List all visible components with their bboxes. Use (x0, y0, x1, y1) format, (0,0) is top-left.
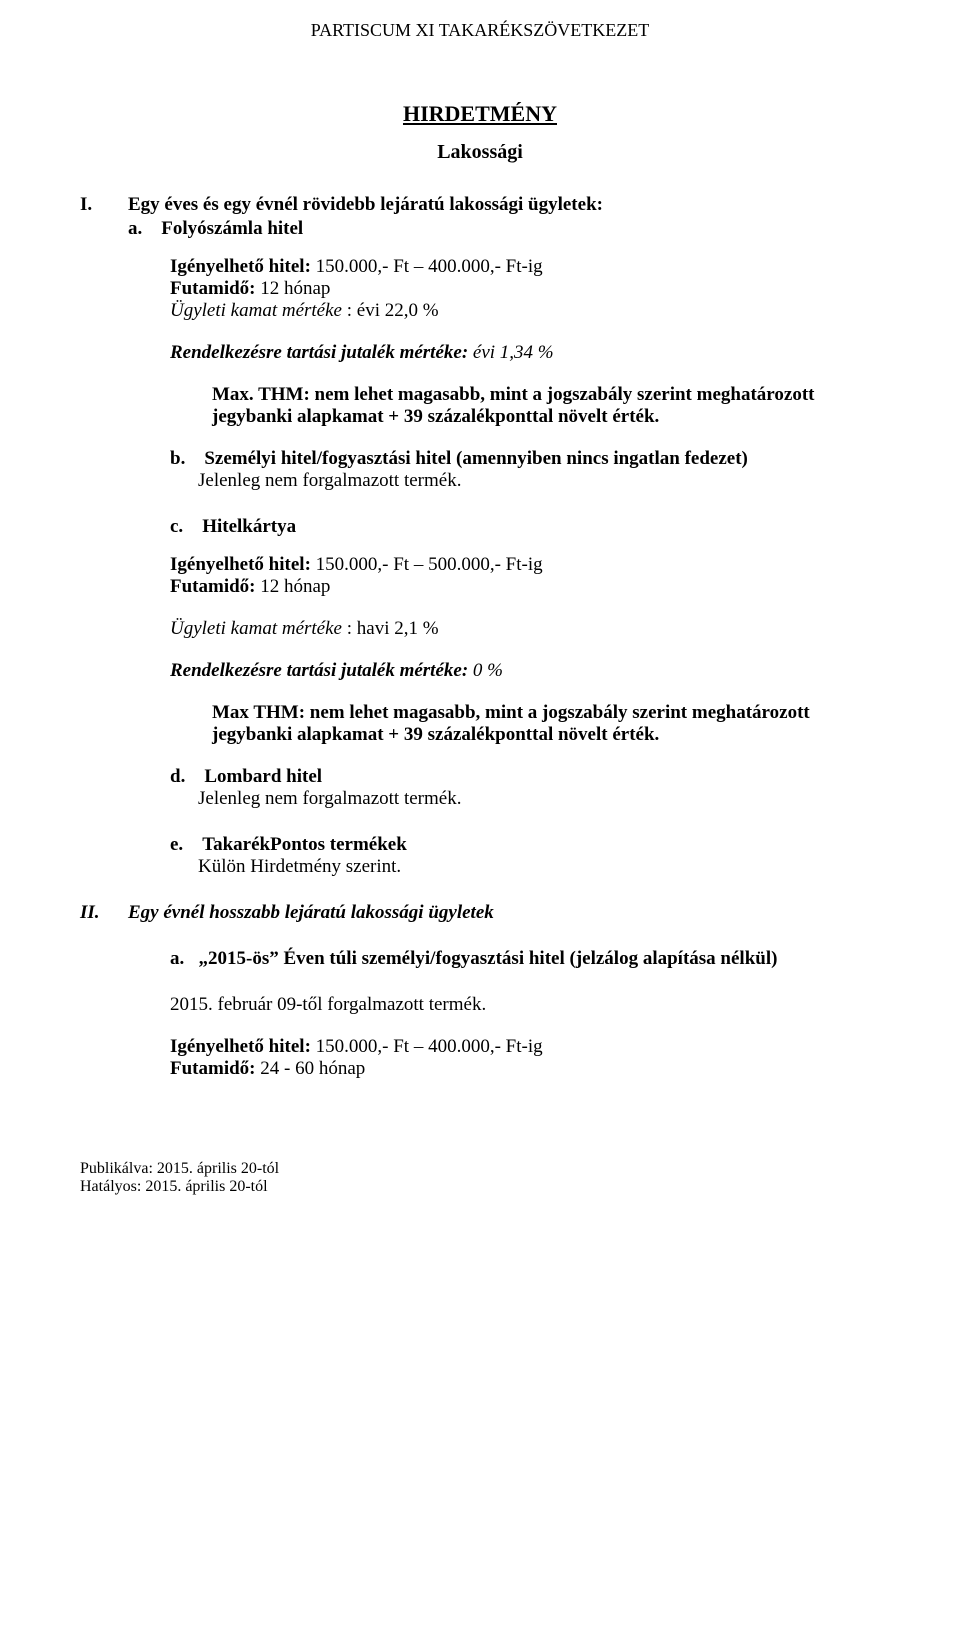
section-1d-note: Jelenleg nem forgalmazott termék. (198, 788, 461, 810)
section-1e-letter: e. (170, 834, 183, 855)
kamat-value: : évi 22,0 % (347, 300, 439, 321)
section-1c-kamat: Ügyleti kamat mértéke : havi 2,1 % (170, 618, 880, 640)
section-1b-row: b. Személyi hitel/fogyasztási hitel (ame… (80, 448, 880, 492)
footer: Publikálva: 2015. április 20-tól Hatályo… (80, 1160, 880, 1196)
section-1a-letter: a. (128, 218, 142, 239)
section-2a-row: a. „2015-ös” Éven túli személyi/fogyaszt… (80, 948, 880, 970)
section-1a-heading: a. Folyószámla hitel (128, 218, 303, 240)
futamido-label: Futamidő: (170, 1058, 260, 1079)
hitel-value: 150.000,- Ft – 400.000,- Ft-ig (316, 256, 543, 277)
section-1c-jutalek: Rendelkezésre tartási jutalék mértéke: 0… (170, 660, 880, 682)
section-1e-title: TakarékPontos termékek (202, 834, 407, 855)
section-1d-letter: d. (170, 766, 185, 787)
hitel-label: Igényelhető hitel: (170, 554, 316, 575)
section-1a-jutalek: Rendelkezésre tartási jutalék mértéke: é… (170, 342, 880, 364)
section-2-number: II. (80, 902, 128, 924)
section-2a-params: Igényelhető hitel: 150.000,- Ft – 400.00… (170, 1036, 880, 1080)
futamido-value: 24 - 60 hónap (260, 1058, 365, 1079)
section-1b-letter: b. (170, 448, 185, 469)
kamat-label: Ügyleti kamat mértéke (170, 300, 342, 321)
section-1-heading-row: I. Egy éves és egy évnél rövidebb lejára… (80, 194, 880, 216)
section-1c-heading: c. Hitelkártya (170, 516, 296, 538)
hitel-value: 150.000,- Ft – 500.000,- Ft-ig (316, 554, 543, 575)
section-1a-thm: Max. THM: nem lehet magasabb, mint a jog… (212, 384, 880, 428)
section-1a-params: Igényelhető hitel: 150.000,- Ft – 400.00… (170, 256, 880, 322)
section-1a-row: a. Folyószámla hitel (80, 218, 880, 240)
hitel-value: 150.000,- Ft – 400.000,- Ft-ig (316, 1036, 543, 1057)
section-1b-note: Jelenleg nem forgalmazott termék. (198, 470, 748, 492)
section-1b-title: Személyi hitel/fogyasztási hitel (amenny… (204, 448, 748, 469)
section-1d-block: d. Lombard hitel Jelenleg nem forgalmazo… (170, 766, 461, 810)
kamat-label: Ügyleti kamat mértéke (170, 618, 342, 639)
footer-published: Publikálva: 2015. április 20-tól (80, 1160, 880, 1178)
futamido-value: 12 hónap (260, 278, 330, 299)
section-1e-block: e. TakarékPontos termékek Külön Hirdetmé… (170, 834, 407, 878)
section-1e-row: e. TakarékPontos termékek Külön Hirdetmé… (80, 834, 880, 878)
futamido-label: Futamidő: (170, 576, 260, 597)
footer-effective: Hatályos: 2015. április 20-tól (80, 1178, 880, 1196)
futamido-value: 12 hónap (260, 576, 330, 597)
jutalek-label: Rendelkezésre tartási jutalék mértéke: (170, 660, 468, 681)
kamat-value: : havi 2,1 % (347, 618, 439, 639)
org-header: PARTISCUM XI TAKARÉKSZÖVETKEZET (80, 20, 880, 41)
doc-title: HIRDETMÉNY (80, 101, 880, 127)
section-2a-title: „2015-ös” Éven túli személyi/fogyasztási… (199, 948, 778, 969)
section-1c-title: Hitelkártya (202, 516, 296, 537)
doc-subtitle: Lakossági (80, 141, 880, 164)
section-1-title: Egy éves és egy évnél rövidebb lejáratú … (128, 194, 603, 216)
section-1c-thm: Max THM: nem lehet magasabb, mint a jogs… (212, 702, 880, 746)
section-2a-heading: a. „2015-ös” Éven túli személyi/fogyaszt… (170, 948, 777, 970)
section-1a-title: Folyószámla hitel (161, 218, 303, 239)
hitel-label: Igényelhető hitel: (170, 256, 316, 277)
jutalek-label: Rendelkezésre tartási jutalék mértéke: (170, 342, 468, 363)
section-1d-title: Lombard hitel (204, 766, 322, 787)
section-1d-row: d. Lombard hitel Jelenleg nem forgalmazo… (80, 766, 880, 810)
futamido-label: Futamidő: (170, 278, 260, 299)
section-1c-letter: c. (170, 516, 183, 537)
section-1-number: I. (80, 194, 128, 216)
section-2a-letter: a. (170, 948, 184, 969)
jutalek-value: 0 % (473, 660, 503, 681)
section-1b-block: b. Személyi hitel/fogyasztási hitel (ame… (170, 448, 748, 492)
section-1c-row: c. Hitelkártya (80, 516, 880, 538)
hitel-label: Igényelhető hitel: (170, 1036, 316, 1057)
section-2a-note: 2015. február 09-től forgalmazott termék… (170, 994, 880, 1016)
section-2-heading-row: II. Egy évnél hosszabb lejáratú lakosság… (80, 902, 880, 924)
page: PARTISCUM XI TAKARÉKSZÖVETKEZET HIRDETMÉ… (0, 0, 960, 1236)
section-2-title: Egy évnél hosszabb lejáratú lakossági üg… (128, 902, 494, 924)
jutalek-value: évi 1,34 % (473, 342, 554, 363)
section-1e-note: Külön Hirdetmény szerint. (198, 856, 407, 878)
section-1c-params: Igényelhető hitel: 150.000,- Ft – 500.00… (170, 554, 880, 598)
